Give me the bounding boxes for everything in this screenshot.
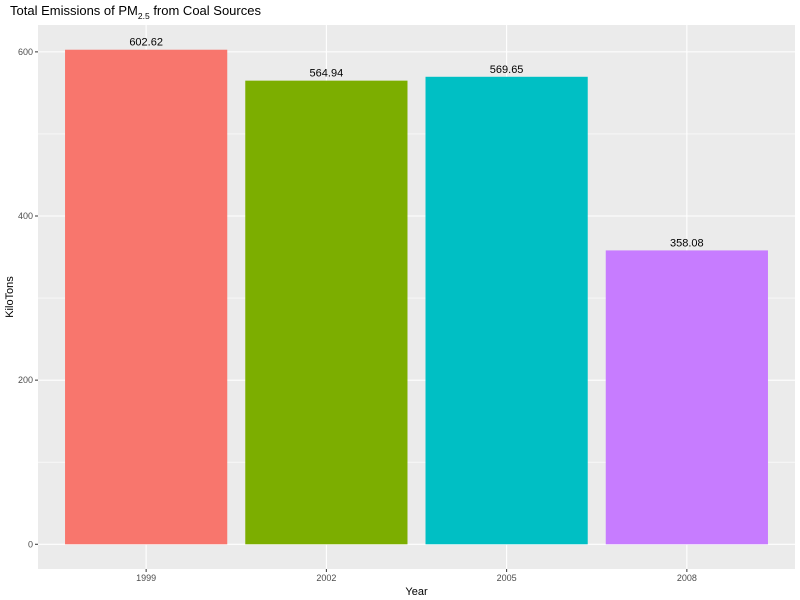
- chart-title-subscript: 2.5: [138, 11, 150, 21]
- data-label-1999: 602.62: [129, 37, 163, 49]
- chart-title: Total Emissions of PM2.5 from Coal Sourc…: [10, 3, 261, 21]
- data-label-2002: 564.94: [310, 68, 344, 80]
- data-label-2008: 358.08: [670, 237, 704, 249]
- x-tick-label: 1999: [136, 573, 156, 583]
- x-tick-label: 2008: [677, 573, 697, 583]
- y-tick-label: 400: [18, 211, 33, 221]
- x-axis: 1999 2002 2005 2008: [136, 569, 697, 583]
- x-axis-title: Year: [405, 586, 428, 598]
- x-tick-label: 2005: [497, 573, 517, 583]
- bars: [65, 49, 768, 545]
- bar-2005: [425, 76, 588, 545]
- bar-2002: [245, 80, 408, 545]
- data-label-2005: 569.65: [490, 64, 524, 76]
- bar-data-labels: 602.62 564.94 569.65 358.08: [129, 37, 703, 250]
- y-tick-label: 200: [18, 375, 33, 385]
- y-axis: 0 200 400 600: [18, 47, 38, 549]
- x-tick-label: 2002: [316, 573, 336, 583]
- y-tick-label: 600: [18, 47, 33, 57]
- chart-title-suffix: from Coal Sources: [150, 3, 262, 18]
- y-axis-title: KiloTons: [4, 276, 16, 318]
- chart-title-prefix: Total Emissions of PM: [10, 3, 138, 18]
- bar-2008: [605, 250, 768, 545]
- bar-1999: [65, 49, 228, 545]
- y-tick-label: 0: [28, 539, 33, 549]
